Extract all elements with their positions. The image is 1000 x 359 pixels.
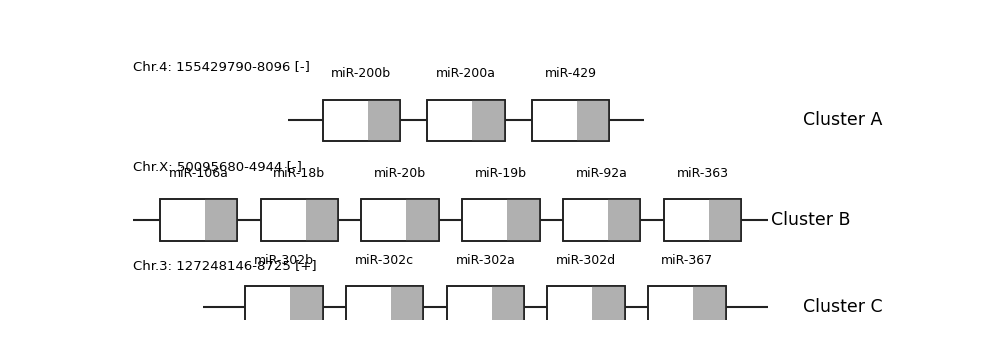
Bar [346,286,423,328]
Text: miR-367: miR-367 [661,254,713,267]
Text: miR-302c: miR-302c [355,254,414,267]
Text: miR-106a: miR-106a [169,167,229,180]
Bar [261,199,338,241]
Text: miR-92a: miR-92a [576,167,628,180]
Bar [306,199,338,241]
Bar [447,286,524,328]
Text: Chr.X: 50095680-4944 [-]: Chr.X: 50095680-4944 [-] [133,160,302,173]
Bar [261,199,338,241]
Bar [205,199,237,241]
Bar [160,199,237,241]
Bar [462,199,540,241]
Bar [323,100,400,141]
Bar [368,100,400,141]
Bar [290,286,323,328]
Bar [547,286,625,328]
Bar [160,199,237,241]
Text: miR-200b: miR-200b [331,67,391,80]
Bar [592,286,625,328]
Bar [346,286,423,328]
Bar [472,100,505,141]
Text: Cluster B: Cluster B [771,211,850,229]
Bar [532,100,609,141]
Bar [406,199,439,241]
Bar [563,199,640,241]
Text: miR-429: miR-429 [545,67,597,80]
Bar [323,100,400,141]
Bar [648,286,726,328]
Bar [245,286,323,328]
Bar [361,199,439,241]
Bar [245,286,323,328]
Bar [693,286,726,328]
Text: Cluster A: Cluster A [803,112,883,130]
Bar [427,100,505,141]
Bar [563,199,640,241]
Text: miR-363: miR-363 [676,167,728,180]
Text: Chr.4: 155429790-8096 [-]: Chr.4: 155429790-8096 [-] [133,60,310,73]
Text: miR-302d: miR-302d [556,254,616,267]
Bar [664,199,741,241]
Text: miR-20b: miR-20b [374,167,426,180]
Text: miR-18b: miR-18b [273,167,325,180]
Text: miR-302a: miR-302a [455,254,515,267]
Bar [361,199,439,241]
Text: Cluster C: Cluster C [803,298,883,316]
Bar [664,199,741,241]
Text: miR-200a: miR-200a [436,67,496,80]
Bar [547,286,625,328]
Bar [507,199,540,241]
Bar [648,286,726,328]
Text: miR-302b: miR-302b [254,254,314,267]
Bar [447,286,524,328]
Text: miR-19b: miR-19b [475,167,527,180]
Bar [577,100,609,141]
Text: Chr.3: 127248146-8725 [+]: Chr.3: 127248146-8725 [+] [133,259,316,272]
Bar [462,199,540,241]
Bar [492,286,524,328]
Bar [532,100,609,141]
Bar [391,286,423,328]
Bar [427,100,505,141]
Bar [709,199,741,241]
Bar [608,199,640,241]
